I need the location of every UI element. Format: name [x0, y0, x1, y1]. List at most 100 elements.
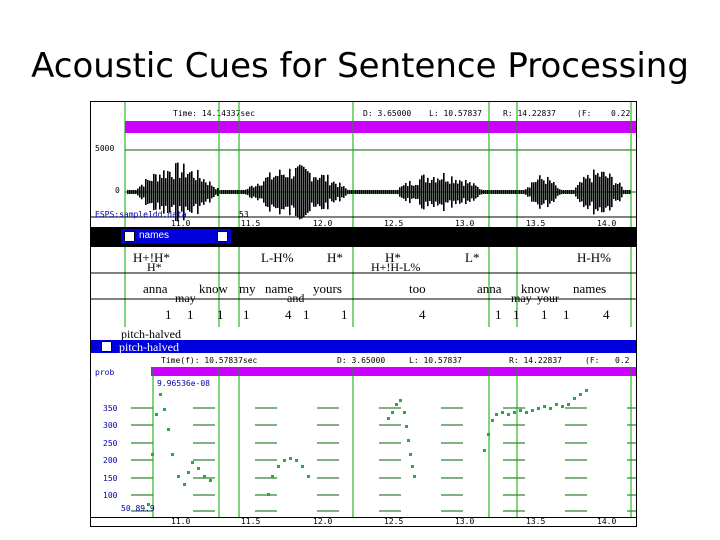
waveform-sample — [581, 182, 583, 202]
break-index-0[interactable]: 1 — [165, 307, 172, 322]
waveform-sample — [525, 189, 527, 195]
waveform-sample — [443, 172, 445, 212]
waveform-sample — [397, 189, 399, 195]
waveform-r-readout: R: 14.22837 — [503, 109, 556, 118]
pitch-panel[interactable]: Time(f): 10.57837sec D: 3.65000 L: 10.57… — [91, 353, 636, 526]
word-label-6[interactable]: anna — [477, 281, 502, 296]
word-label-2[interactable]: my — [239, 281, 256, 296]
waveform-sample — [335, 183, 337, 201]
waveform-sample — [471, 185, 473, 199]
waveform-sample — [135, 190, 137, 194]
waveform-sample — [513, 190, 515, 194]
break-index-7[interactable]: 4 — [419, 307, 426, 322]
break-index-12[interactable]: 4 — [603, 307, 610, 322]
pitch-plot[interactable] — [91, 353, 636, 526]
tone-label-6[interactable]: H* — [147, 260, 162, 274]
waveform-sample — [465, 179, 467, 205]
waveform-sample — [147, 180, 149, 204]
waveform-sample — [329, 185, 331, 199]
labels-resize-icon[interactable] — [217, 231, 228, 242]
word-label-0[interactable]: anna — [143, 281, 168, 296]
waves-screenshot: Time: 14.14337sec D: 3.65000 L: 10.57837… — [90, 101, 637, 527]
tone-label-2[interactable]: H* — [327, 250, 343, 265]
tone-label-7[interactable]: H+!H-L% — [371, 260, 421, 274]
labels-close-icon[interactable] — [124, 231, 135, 242]
word-label-11[interactable]: may — [511, 291, 532, 305]
pitch-selection-bar[interactable] — [151, 367, 636, 376]
waveform-sample — [411, 185, 413, 199]
waveform-sample — [609, 173, 611, 211]
break-index-11[interactable]: 1 — [563, 307, 570, 322]
waveform-sample — [183, 163, 185, 221]
waveform-sample — [499, 190, 501, 194]
waveform-sample — [381, 190, 383, 194]
waveform-sample — [617, 183, 619, 201]
pitch-window-titlebar[interactable]: pitch-halved — [91, 340, 636, 354]
word-label-8[interactable]: names — [573, 281, 607, 296]
pitch-point — [301, 465, 304, 468]
waveform-sample — [603, 171, 605, 213]
waveform-sample — [297, 166, 299, 218]
word-label-4[interactable]: yours — [313, 281, 342, 296]
break-index-6[interactable]: 1 — [341, 307, 348, 322]
waveform-sample — [463, 185, 465, 199]
break-index-1[interactable]: 1 — [187, 307, 194, 322]
word-label-3[interactable]: name — [265, 281, 294, 296]
waveform-sample — [267, 177, 269, 207]
labels-guides — [91, 247, 636, 327]
tone-label-4[interactable]: L* — [465, 250, 480, 265]
word-label-10[interactable]: and — [287, 291, 305, 305]
break-index-10[interactable]: 1 — [541, 307, 548, 322]
waveform-sample — [555, 185, 557, 199]
pitch-point — [387, 417, 390, 420]
word-label-7[interactable]: know — [521, 281, 550, 296]
labels-window[interactable]: H+!H* L-H% H* H* L* H-H% H* H+!H-L% anna… — [91, 247, 636, 328]
waveform-plot[interactable] — [91, 102, 636, 227]
waveform-sample — [493, 190, 495, 194]
waveform-sample — [269, 172, 271, 212]
waveform-sample — [433, 177, 435, 207]
tone-label-0[interactable]: H+!H* — [133, 250, 170, 265]
tone-label-3[interactable]: H* — [385, 250, 401, 265]
word-label-1[interactable]: know — [199, 281, 228, 296]
waveform-sample — [597, 173, 599, 211]
break-index-2[interactable]: 1 — [217, 307, 224, 322]
waveform-sample — [367, 190, 369, 194]
waveform-sample — [505, 190, 507, 194]
waveform-sample — [179, 177, 181, 207]
waveform-tick-4: 13.0 — [455, 219, 475, 228]
waveform-sample — [301, 165, 303, 219]
waveform-sample — [193, 177, 195, 207]
waveform-sample — [237, 190, 239, 194]
waveform-sample — [441, 179, 443, 205]
waveform-sample — [293, 176, 295, 208]
waveform-selection-bar[interactable] — [125, 121, 636, 133]
pitch-point — [543, 405, 546, 408]
waveform-sample — [171, 177, 173, 207]
waveform-sample — [543, 180, 545, 204]
waveform-sample — [415, 184, 417, 200]
tone-label-5[interactable]: H-H% — [577, 250, 611, 265]
word-label-9[interactable]: may — [175, 291, 196, 305]
word-label-12[interactable]: your — [537, 291, 559, 305]
pitch-edge-value: 0.2 — [615, 356, 630, 365]
waveform-sample — [449, 183, 451, 201]
break-index-3[interactable]: 1 — [243, 307, 250, 322]
break-index-5[interactable]: 1 — [303, 307, 310, 322]
waveform-sample — [539, 175, 541, 209]
waveform-sample — [177, 162, 179, 222]
break-index-4[interactable]: 4 — [285, 307, 292, 322]
waveform-sample — [189, 172, 191, 212]
break-index-9[interactable]: 1 — [513, 307, 520, 322]
pitch-point — [283, 459, 286, 462]
break-index-8[interactable]: 1 — [495, 307, 502, 322]
pitch-point — [413, 475, 416, 478]
word-label-5[interactable]: too — [409, 281, 426, 296]
pitch-close-icon[interactable] — [101, 341, 112, 352]
waveform-sample — [521, 190, 523, 194]
waveform-sample — [629, 190, 631, 194]
waveform-f-readout: (F: — [577, 109, 592, 118]
waveform-sample — [623, 189, 625, 195]
labels-window-titlebar[interactable]: names — [121, 229, 231, 243]
tone-label-1[interactable]: L-H% — [261, 250, 294, 265]
